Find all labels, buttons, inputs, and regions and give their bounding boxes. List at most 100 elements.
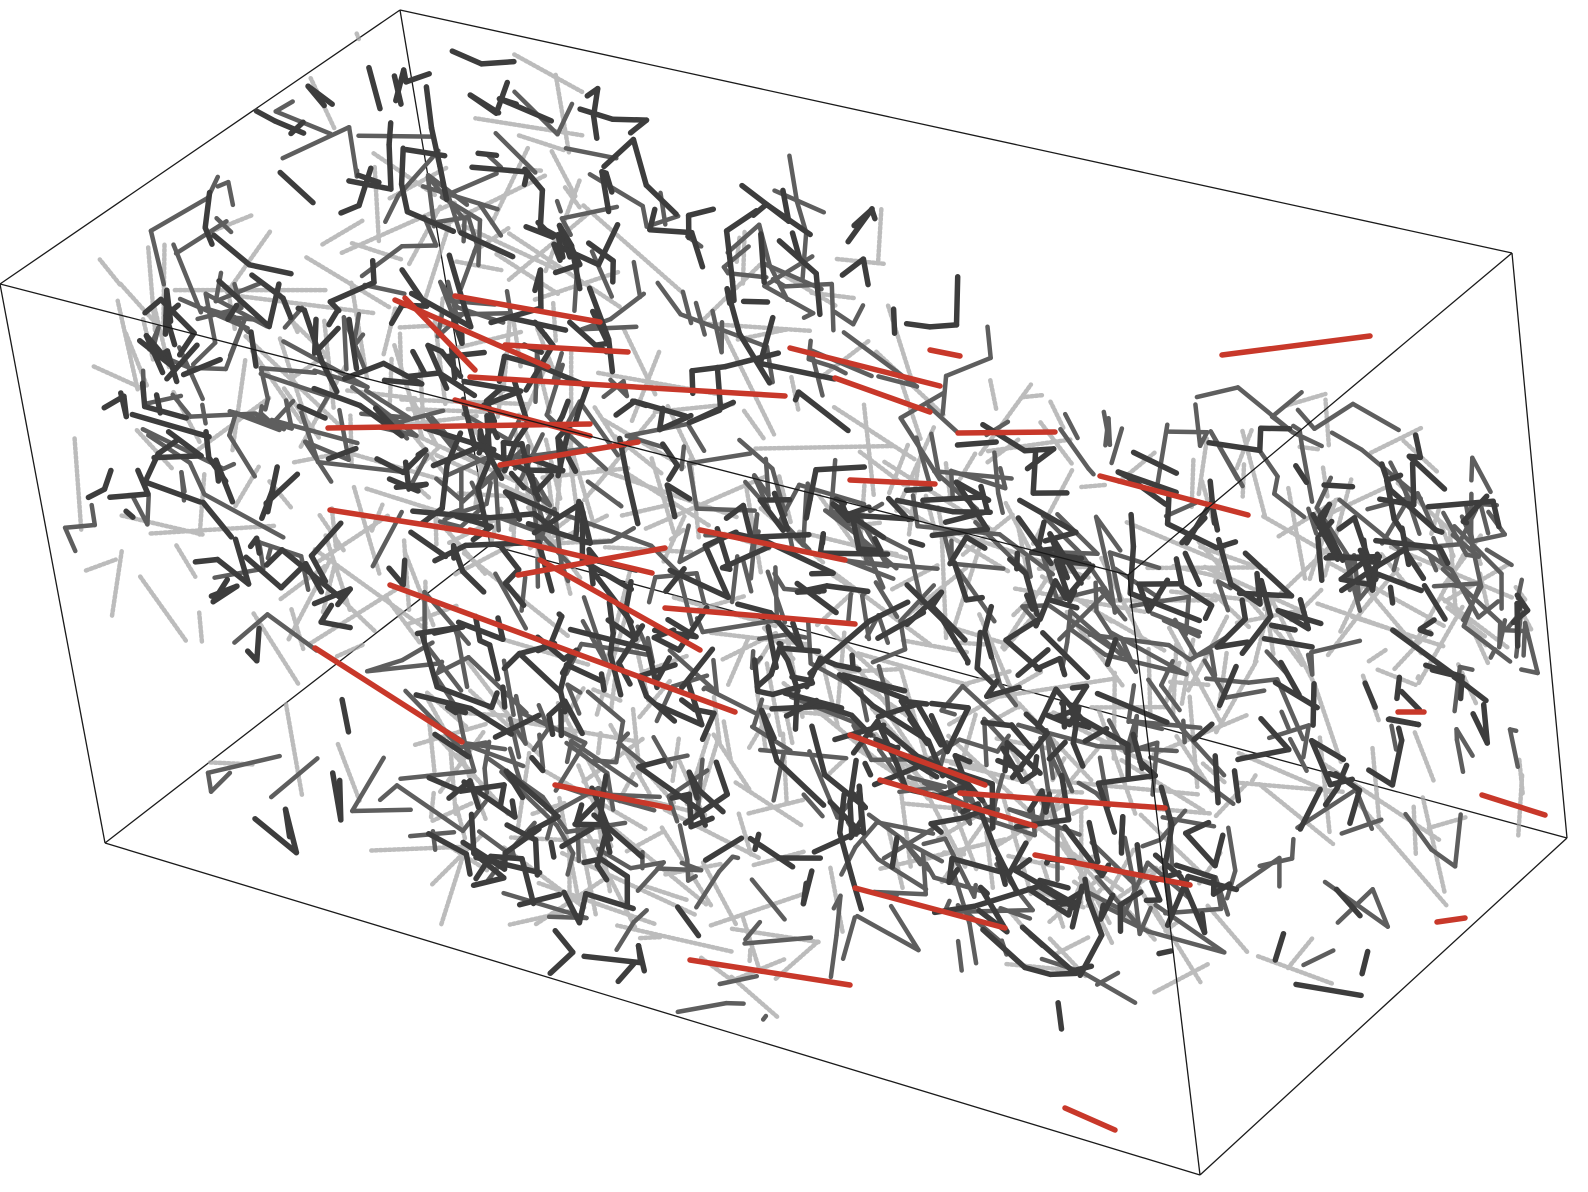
background-fiber [665, 403, 698, 466]
foreground-fiber [1278, 659, 1302, 698]
foreground-fiber [176, 330, 197, 358]
midground-fiber [188, 411, 258, 419]
foreground-fiber [1425, 498, 1496, 510]
background-fiber [320, 218, 365, 247]
midground-fiber [1194, 385, 1241, 400]
background-fiber [1201, 564, 1308, 615]
foreground-fiber [1317, 513, 1346, 563]
foreground-fiber [783, 697, 820, 719]
midground-fiber [349, 807, 413, 814]
background-fiber [1249, 772, 1258, 784]
midground-fiber [177, 296, 250, 331]
midground-fiber [1290, 430, 1324, 449]
foreground-fiber [552, 927, 576, 956]
foreground-fiber [1377, 496, 1417, 508]
foreground-fiber [599, 168, 612, 215]
foreground-fiber [460, 839, 508, 872]
midground-fiber [1103, 652, 1189, 677]
background-fiber [984, 829, 996, 891]
foreground-fiber [903, 320, 933, 330]
midground-fiber [445, 456, 488, 478]
midground-fiber [1087, 632, 1172, 648]
midground-fiber [466, 654, 529, 716]
foreground-fiber [1191, 721, 1215, 743]
midground-fiber [1166, 429, 1210, 435]
foreground-fiber [1322, 785, 1340, 808]
background-fiber [174, 543, 198, 579]
foreground-fiber [1063, 563, 1096, 602]
midground-fiber [850, 303, 866, 327]
midground-fiber [1297, 427, 1305, 451]
midground-fiber [711, 657, 720, 695]
foreground-fiber [813, 270, 823, 318]
foreground-fiber [1046, 739, 1068, 762]
midground-fiber [349, 755, 386, 814]
foreground-fiber [795, 389, 851, 434]
foreground-fiber [564, 236, 583, 268]
foreground-fiber [1383, 477, 1397, 522]
foreground-fiber [724, 286, 743, 337]
background-fiber [875, 205, 884, 263]
highlighted-fiber [847, 477, 938, 487]
midground-fiber [1187, 768, 1236, 807]
midground-fiber [258, 365, 271, 402]
foreground-fiber [243, 554, 284, 591]
midground-fiber [742, 935, 814, 946]
midground-fiber [859, 593, 872, 642]
midground-fiber [840, 915, 858, 962]
foreground-fiber [845, 673, 908, 694]
foreground-fiber [688, 229, 706, 270]
foreground-fiber [609, 116, 650, 123]
background-fiber [581, 203, 685, 295]
foreground-fiber [974, 665, 998, 689]
midground-fiber [942, 907, 1035, 915]
foreground-fiber [776, 238, 819, 277]
foreground-fiber [1117, 889, 1144, 908]
foreground-fiber [1040, 630, 1091, 680]
foreground-fiber [647, 206, 658, 233]
foreground-fiber [419, 631, 440, 690]
midground-fiber [932, 468, 1014, 481]
foreground-fiber [837, 829, 856, 882]
background-fiber [1317, 735, 1332, 835]
foreground-fiber [141, 403, 190, 421]
foreground-fiber [1421, 582, 1448, 622]
background-fiber [668, 527, 686, 543]
midground-fiber [1441, 510, 1469, 558]
midground-fiber [865, 560, 940, 571]
foreground-fiber [263, 547, 285, 568]
foreground-fiber [214, 556, 252, 587]
foreground-fiber [431, 624, 466, 636]
foreground-fiber [953, 479, 992, 503]
foreground-fiber [605, 336, 616, 375]
midground-fiber [1093, 514, 1110, 570]
foreground-fiber [757, 497, 786, 534]
foreground-fiber [254, 625, 262, 664]
background-fiber [1420, 795, 1447, 895]
highlighted-fiber [1434, 915, 1468, 925]
foreground-fiber [1055, 1000, 1065, 1032]
midground-fiber [725, 270, 769, 280]
foreground-fiber [326, 308, 340, 328]
foreground-fiber [794, 587, 827, 595]
foreground-fiber [1022, 570, 1040, 617]
foreground-fiber [280, 295, 294, 321]
foreground-fiber [954, 439, 999, 448]
foreground-fiber [1373, 537, 1443, 551]
background-fiber [1152, 962, 1210, 995]
foreground-fiber [567, 626, 651, 652]
foreground-fiber [1003, 637, 1043, 673]
foreground-fiber [651, 634, 682, 653]
background-fiber [1283, 391, 1328, 408]
background-fiber [985, 437, 1074, 454]
background-fiber [1375, 667, 1418, 688]
background-fiber [1213, 780, 1250, 819]
midground-fiber [997, 532, 1056, 577]
midground-fiber [1484, 547, 1514, 568]
foreground-fiber [143, 332, 166, 376]
midground-fiber [1452, 523, 1504, 576]
foreground-fiber [1437, 545, 1451, 566]
midground-fiber [640, 203, 649, 229]
foreground-fiber [1012, 857, 1033, 874]
